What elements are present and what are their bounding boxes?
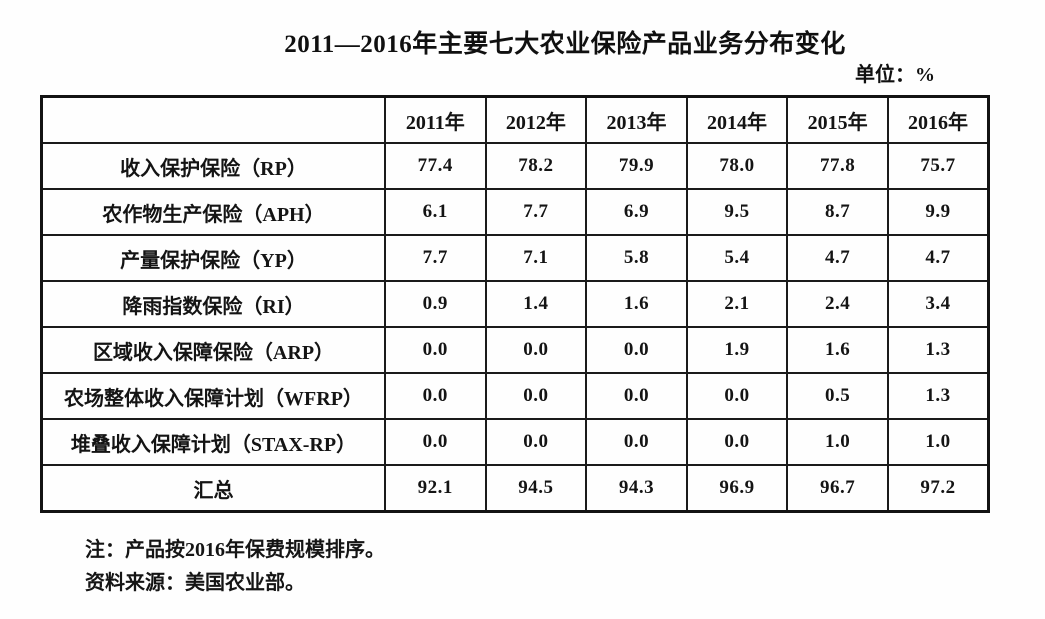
table-row: 区域收入保障保险（ARP） 0.0 0.0 0.0 1.9 1.6 1.3 [40, 326, 990, 374]
value-cell: 5.4 [685, 234, 789, 282]
value-cell: 1.6 [585, 280, 688, 328]
value-cell: 4.7 [786, 234, 889, 282]
year-header: 2014年 [685, 95, 789, 144]
row-label: 农作物生产保险（APH） [40, 188, 386, 236]
row-label: 产量保护保险（YP） [40, 234, 386, 282]
value-cell: 6.9 [585, 188, 688, 236]
table-row: 收入保护保险（RP） 77.4 78.2 79.9 78.0 77.8 75.7 [40, 142, 990, 190]
value-cell: 0.0 [384, 418, 487, 466]
table-row: 农场整体收入保障计划（WFRP） 0.0 0.0 0.0 0.0 0.5 1.3 [40, 372, 990, 420]
value-cell: 0.5 [786, 372, 889, 420]
value-cell: 0.0 [585, 326, 688, 374]
value-cell: 97.2 [886, 464, 990, 513]
value-cell: 77.8 [786, 142, 889, 190]
year-header: 2013年 [585, 95, 688, 144]
footnotes: 注：产品按2016年保费规模排序。 资料来源：美国农业部。 [85, 534, 385, 600]
value-cell: 7.7 [484, 188, 588, 236]
value-cell: 7.7 [384, 234, 487, 282]
value-cell: 0.0 [384, 372, 487, 420]
year-header: 2015年 [786, 95, 889, 144]
table-header: 2011年 2012年 2013年 2014年 2015年 2016年 [40, 95, 990, 144]
value-cell: 2.4 [786, 280, 889, 328]
value-cell: 2.1 [685, 280, 789, 328]
value-cell: 0.0 [484, 326, 588, 374]
row-label: 农场整体收入保障计划（WFRP） [40, 372, 386, 420]
value-cell: 96.7 [786, 464, 889, 513]
row-label: 收入保护保险（RP） [40, 142, 386, 190]
table-row: 汇总 92.1 94.5 94.3 96.9 96.7 97.2 [40, 464, 990, 513]
value-cell: 0.9 [384, 280, 487, 328]
value-cell: 1.3 [886, 326, 990, 374]
value-cell: 77.4 [384, 142, 487, 190]
value-cell: 1.3 [886, 372, 990, 420]
table-row: 产量保护保险（YP） 7.7 7.1 5.8 5.4 4.7 4.7 [40, 234, 990, 282]
value-cell: 0.0 [484, 372, 588, 420]
unit-label: 单位：% [855, 64, 935, 86]
value-cell: 96.9 [685, 464, 789, 513]
header-row: 2011年 2012年 2013年 2014年 2015年 2016年 [40, 95, 990, 144]
corner-cell [40, 95, 386, 144]
value-cell: 1.6 [786, 326, 889, 374]
value-cell: 8.7 [786, 188, 889, 236]
table-title: 2011—2016年主要七大农业保险产品业务分布变化 [284, 31, 846, 58]
value-cell: 0.0 [585, 418, 688, 466]
note-data-source: 资料来源：美国农业部。 [85, 572, 305, 594]
value-cell: 78.2 [484, 142, 588, 190]
year-header: 2016年 [886, 95, 990, 144]
value-cell: 94.5 [484, 464, 588, 513]
row-label: 汇总 [40, 464, 386, 513]
table-body: 收入保护保险（RP） 77.4 78.2 79.9 78.0 77.8 75.7 农作物生产保… [40, 142, 990, 513]
year-header: 2011年 [384, 95, 487, 144]
value-cell: 0.0 [585, 372, 688, 420]
row-label: 堆叠收入保障计划（STAX-RP） [40, 418, 386, 466]
table-row: 农作物生产保险（APH） 6.1 7.7 6.9 9.5 8.7 9.9 [40, 188, 990, 236]
table-row: 堆叠收入保障计划（STAX-RP） 0.0 0.0 0.0 0.0 1.0 1.0 [40, 418, 990, 466]
value-cell: 79.9 [585, 142, 688, 190]
table-row: 降雨指数保险（RI） 0.9 1.4 1.6 2.1 2.4 3.4 [40, 280, 990, 328]
value-cell: 78.0 [685, 142, 789, 190]
value-cell: 1.4 [484, 280, 588, 328]
value-cell: 1.0 [786, 418, 889, 466]
value-cell: 4.7 [886, 234, 990, 282]
value-cell: 1.9 [685, 326, 789, 374]
value-cell: 3.4 [886, 280, 990, 328]
value-cell: 5.8 [585, 234, 688, 282]
row-label: 降雨指数保险（RI） [40, 280, 386, 328]
value-cell: 9.5 [685, 188, 789, 236]
value-cell: 0.0 [685, 418, 789, 466]
value-cell: 75.7 [886, 142, 990, 190]
value-cell: 0.0 [484, 418, 588, 466]
value-cell: 6.1 [384, 188, 487, 236]
data-table: 2011年 2012年 2013年 2014年 2015年 2016年 收入保护保险（RP… [40, 95, 990, 513]
note-sort-order: 注：产品按2016年保费规模排序。 [85, 539, 385, 561]
value-cell: 7.1 [484, 234, 588, 282]
value-cell: 0.0 [685, 372, 789, 420]
value-cell: 0.0 [384, 326, 487, 374]
value-cell: 94.3 [585, 464, 688, 513]
value-cell: 9.9 [886, 188, 990, 236]
value-cell: 92.1 [384, 464, 487, 513]
row-label: 区域收入保障保险（ARP） [40, 326, 386, 374]
year-header: 2012年 [484, 95, 588, 144]
value-cell: 1.0 [886, 418, 990, 466]
